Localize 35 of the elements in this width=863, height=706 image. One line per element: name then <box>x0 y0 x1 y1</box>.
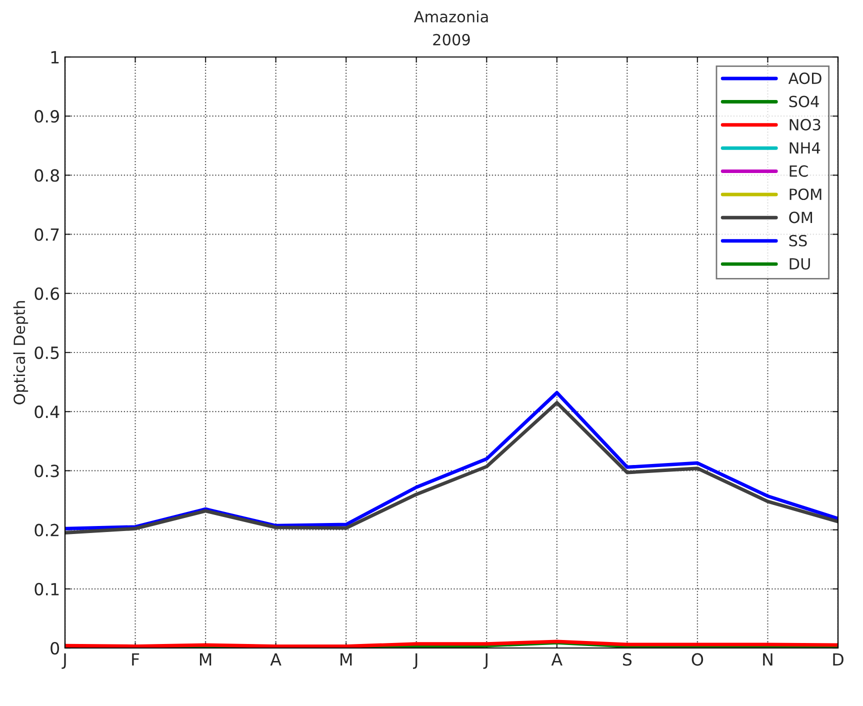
y-axis-title: Optical Depth <box>13 301 28 404</box>
legend-label: AOD <box>788 72 822 84</box>
y-tick-label: 0.7 <box>34 228 59 241</box>
legend-label: POM <box>790 188 822 200</box>
y-tick-label: 0 <box>50 642 60 655</box>
x-tick-label: A <box>270 653 282 666</box>
y-tick-label: 0.6 <box>34 287 60 300</box>
y-tick-label: 0.8 <box>34 169 59 182</box>
y-tick-label: 0.5 <box>34 346 59 360</box>
x-tick-label: S <box>622 653 632 666</box>
x-tick-label: J <box>483 653 488 669</box>
legend-label: NO3 <box>790 118 820 130</box>
y-tick-label: 0.1 <box>34 582 59 596</box>
x-tick-label: M <box>200 653 212 666</box>
x-tick-label: F <box>132 653 140 666</box>
x-tick-label: M <box>340 653 352 666</box>
legend-label: EC <box>790 165 808 177</box>
y-tick-label: 0.4 <box>34 406 60 418</box>
legend-label: SS <box>789 234 807 246</box>
y-tick-label: 0.9 <box>34 110 59 123</box>
x-tick-label: O <box>692 653 704 666</box>
legend-label: OM <box>789 212 812 224</box>
x-tick-label: N <box>763 653 772 666</box>
chart-title: Amazonia <box>414 10 488 22</box>
y-tick-label: 0.2 <box>34 524 58 536</box>
legend-label: DU <box>790 258 810 270</box>
x-tick-label: J <box>62 653 66 669</box>
legend-label: NH4 <box>790 142 820 154</box>
chart-subtitle: 2009 <box>433 34 470 46</box>
y-tick-label: 1 <box>51 51 59 64</box>
y-tick-label: 0.3 <box>34 464 59 478</box>
legend-label: SO4 <box>789 96 819 108</box>
x-tick-label: J <box>413 653 418 669</box>
x-tick-label: A <box>551 653 562 666</box>
x-tick-label: D <box>833 653 844 666</box>
